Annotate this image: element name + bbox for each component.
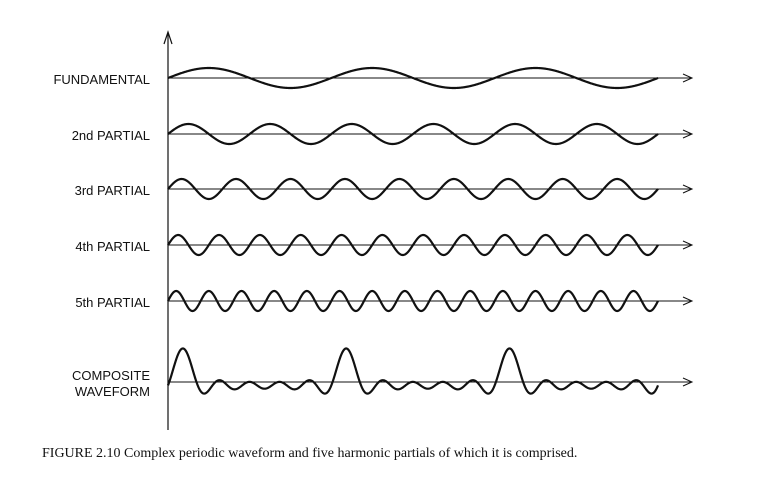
row-label-2nd-partial: 2nd PARTIAL	[72, 128, 150, 143]
fundamental-wave	[167, 66, 659, 90]
2nd-partial-wave	[167, 122, 659, 146]
2nd-partial-axis-arrowhead	[682, 129, 694, 139]
row-label-4th-partial: 4th PARTIAL	[75, 239, 150, 254]
row-label-fundamental: FUNDAMENTAL	[53, 72, 150, 87]
row-label-5th-partial: 5th PARTIAL	[75, 295, 150, 310]
composite-waveform-axis-arrowhead	[682, 377, 694, 387]
4th-partial-axis-arrowhead	[682, 240, 694, 250]
5th-partial-axis-arrowhead	[682, 296, 694, 306]
waveform-group	[166, 66, 694, 395]
row-label-3rd-partial: 3rd PARTIAL	[75, 183, 150, 198]
vertical-axis-arrowhead	[163, 30, 173, 45]
composite-label-line1: COMPOSITE	[72, 368, 150, 383]
5th-partial-wave	[167, 289, 659, 313]
3rd-partial-wave	[167, 177, 659, 201]
figure-caption: FIGURE 2.10 Complex periodic waveform an…	[42, 446, 578, 461]
4th-partial-wave	[167, 233, 659, 257]
composite-waveform-wave	[166, 347, 660, 395]
waveform-diagram: FUNDAMENTAL 2nd PARTIAL 3rd PARTIAL 4th …	[53, 30, 694, 430]
3rd-partial-axis-arrowhead	[682, 184, 694, 194]
composite-label-line2: WAVEFORM	[75, 384, 150, 399]
fundamental-axis-arrowhead	[682, 73, 694, 83]
